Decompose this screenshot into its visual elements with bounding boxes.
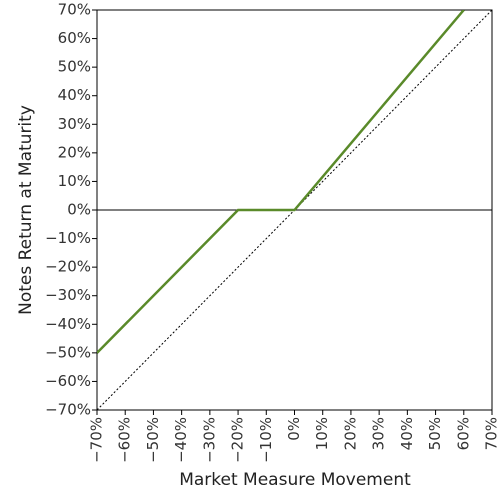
y-axis-title: Notes Return at Maturity xyxy=(16,105,36,315)
y-tick-label: 70% xyxy=(58,1,91,19)
x-tick-label: 10% xyxy=(313,417,331,450)
y-tick-label: 50% xyxy=(58,58,91,76)
x-tick-label: 60% xyxy=(454,417,472,450)
x-tick-label: 0% xyxy=(285,417,303,441)
x-tick-label: −70% xyxy=(88,417,106,463)
x-axis-title: Market Measure Movement xyxy=(179,470,411,490)
x-tick-label: 40% xyxy=(398,417,416,450)
y-tick-label: −30% xyxy=(45,286,91,304)
x-tick-label: −20% xyxy=(229,417,247,463)
y-tick-label: −10% xyxy=(45,229,91,247)
y-tick-label: 30% xyxy=(58,115,91,133)
y-tick-label: 20% xyxy=(58,143,91,161)
y-tick-label: −40% xyxy=(45,315,91,333)
x-tick-label: −30% xyxy=(200,417,218,463)
x-tick-label: −60% xyxy=(116,417,134,463)
y-tick-label: −50% xyxy=(45,343,91,361)
y-tick-label: 60% xyxy=(58,29,91,47)
y-tick-label: 0% xyxy=(67,201,91,219)
x-tick-label: 30% xyxy=(370,417,388,450)
line xyxy=(97,10,465,354)
y-tick-label: −20% xyxy=(45,258,91,276)
x-tick-label: −40% xyxy=(172,417,190,463)
y-tick-label: −70% xyxy=(45,401,91,419)
x-tick-label: 20% xyxy=(341,417,359,450)
y-tick-label: −60% xyxy=(45,372,91,390)
x-tick-label: −50% xyxy=(144,417,162,463)
x-tick-label: −10% xyxy=(257,417,275,463)
y-tick-label: 10% xyxy=(58,172,91,190)
y-tick-label: 40% xyxy=(58,86,91,104)
x-tick-label: 50% xyxy=(426,417,444,450)
x-tick-label: 70% xyxy=(483,417,500,450)
